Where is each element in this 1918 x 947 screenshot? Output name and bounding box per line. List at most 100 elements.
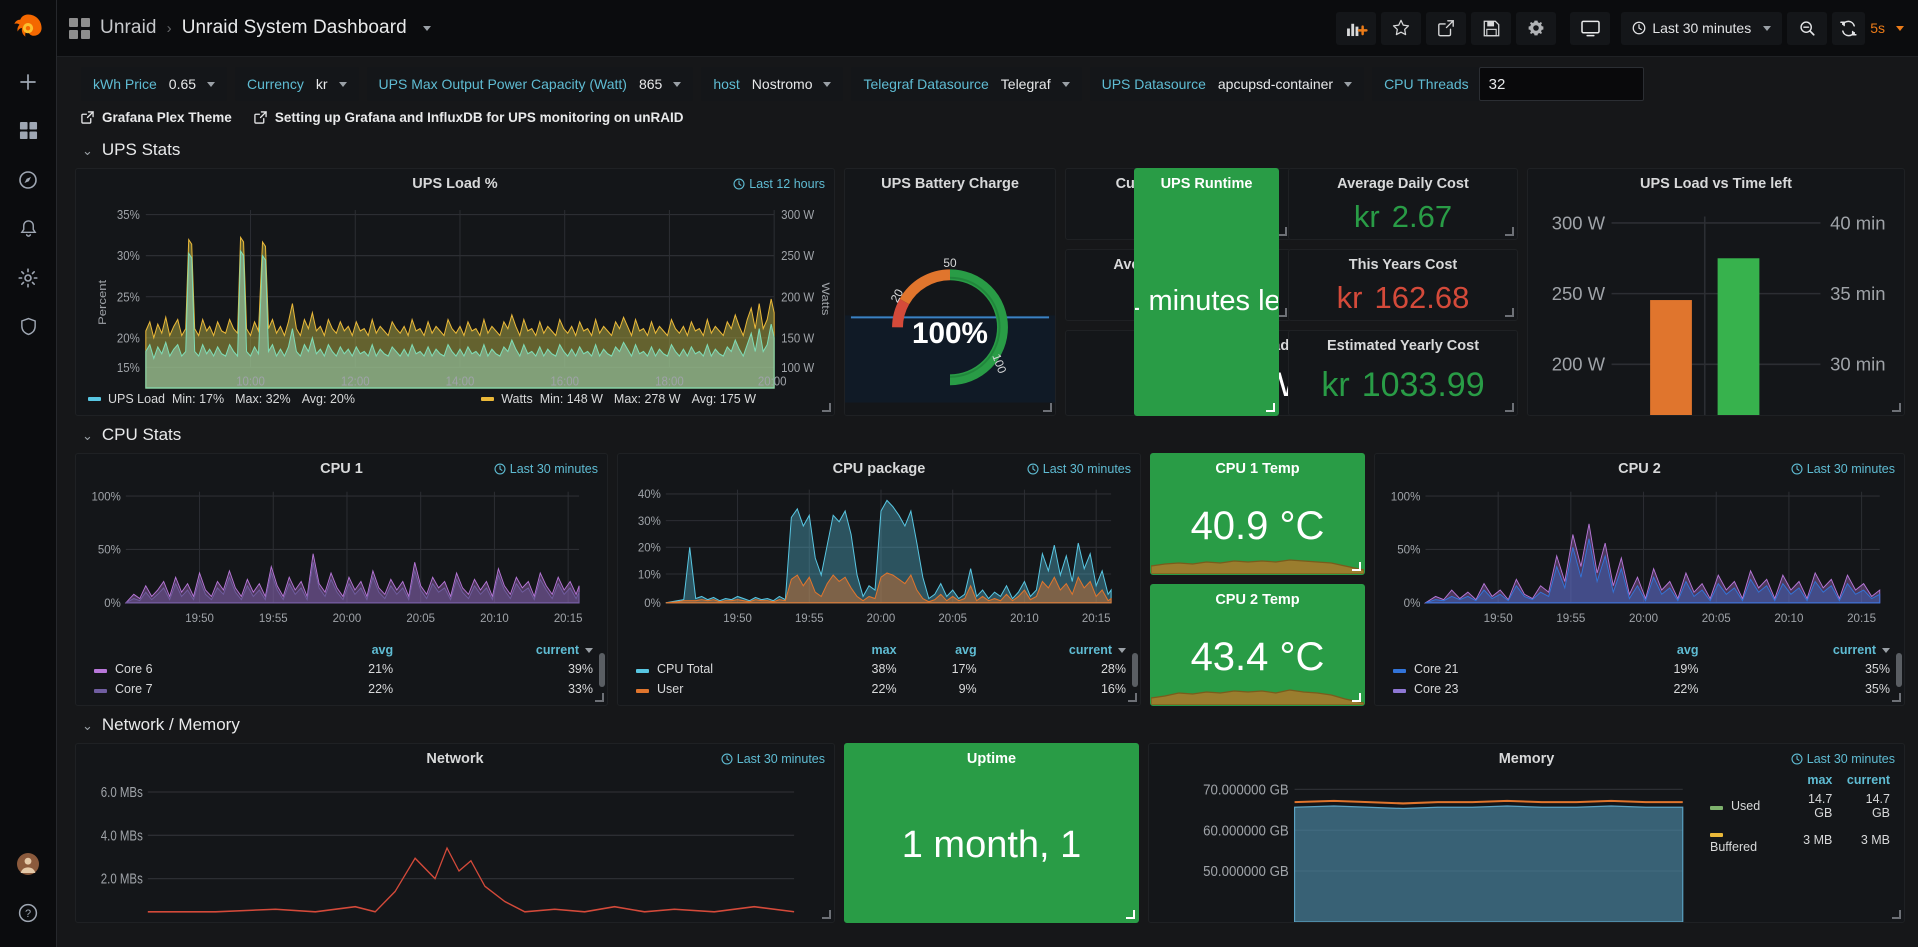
panel-average-daily-cost[interactable]: Average Daily Cost kr 2.67	[1288, 168, 1518, 240]
panel-estimated-yearly-cost[interactable]: Estimated Yearly Cost kr 1033.99	[1288, 330, 1518, 416]
panel-ups-load-percent[interactable]: UPS Load % Last 12 hours	[75, 168, 835, 416]
chevron-down-icon: ⌄	[82, 427, 93, 443]
legend-item-watts[interactable]: Watts Min: 148 W Max: 278 W Avg: 175 W	[481, 392, 756, 406]
panel-ups-battery-charge[interactable]: UPS Battery Charge 50 20 100 100%	[844, 168, 1056, 416]
help-icon[interactable]: ?	[0, 888, 57, 937]
ups-load-chart[interactable]: 35% 30% 25% 20% 15% Percent 300 W 250 W …	[76, 194, 834, 389]
legend-header-avg[interactable]: avg	[371, 643, 394, 657]
cpu2-chart[interactable]: 100% 50% 0% 19:50 19:55 20:00 20:05 20:1…	[1375, 479, 1904, 637]
star-button[interactable]	[1381, 11, 1422, 45]
row-ups-stats[interactable]: ⌄ UPS Stats	[57, 131, 1918, 168]
grafana-logo[interactable]	[0, 0, 57, 57]
chevron-down-icon[interactable]	[422, 25, 431, 31]
legend-item-ups-load[interactable]: UPS Load Min: 17% Max: 32% Avg: 20%	[88, 392, 355, 406]
variable-value[interactable]: Nostromo	[752, 76, 832, 92]
panel-time-override[interactable]: Last 30 minutes	[1027, 462, 1131, 476]
legend-header-max[interactable]: max	[871, 643, 897, 657]
legend-row[interactable]: Used 14.7 GB 14.7 GB	[1704, 789, 1896, 823]
panel-time-override[interactable]: Last 12 hours	[733, 177, 825, 191]
legend-row[interactable]: Core 7 22% 33%	[88, 679, 599, 699]
panel-network[interactable]: Network Last 30 minutes 6.0 MBs 4.0 MBs …	[75, 743, 835, 923]
panel-time-override[interactable]: Last 30 minutes	[1791, 752, 1895, 766]
save-button[interactable]	[1471, 11, 1512, 45]
sidebar-item-create[interactable]	[0, 57, 57, 106]
legend-header-current[interactable]: current	[983, 641, 1132, 659]
ups-load-vs-time-chart[interactable]: 300 W 250 W 200 W 150 W 40 min 35 min 30…	[1528, 194, 1904, 415]
network-chart[interactable]: 6.0 MBs 4.0 MBs 2.0 MBs	[76, 769, 834, 922]
legend-header-current[interactable]: current	[1704, 641, 1896, 659]
legend-header-avg[interactable]: avg	[1676, 643, 1699, 657]
legend-header-max[interactable]: max	[1807, 773, 1833, 787]
legend-scrollbar[interactable]	[1896, 653, 1902, 687]
variable-value[interactable]: Telegraf	[1001, 76, 1070, 92]
legend-scrollbar[interactable]	[599, 653, 605, 687]
sidebar-item-explore[interactable]	[0, 155, 57, 204]
sidebar-item-configuration[interactable]	[0, 253, 57, 302]
panel-cpu-2[interactable]: CPU 2 Last 30 minutes 100% 50%	[1374, 453, 1905, 706]
panel-cpu-2-temp[interactable]: CPU 2 Temp 43.4 °C	[1150, 584, 1365, 706]
ups-monitoring-guide-link[interactable]: Setting up Grafana and InfluxDB for UPS …	[254, 110, 684, 125]
grafana-plex-theme-link[interactable]: Grafana Plex Theme	[81, 110, 232, 125]
user-avatar[interactable]	[0, 839, 57, 888]
variable-value[interactable]: apcupsd-container	[1218, 76, 1353, 92]
panel-time-override[interactable]: Last 30 minutes	[721, 752, 825, 766]
legend-header-current[interactable]: current	[1846, 773, 1890, 787]
refresh-button[interactable]	[1832, 11, 1866, 45]
page-title[interactable]: Unraid System Dashboard	[181, 17, 407, 38]
variable-ups-datasource[interactable]: UPS Datasource apcupsd-container	[1089, 67, 1365, 101]
sidebar-item-dashboards[interactable]	[0, 106, 57, 155]
row-network-memory[interactable]: ⌄ Network / Memory	[57, 706, 1918, 743]
panel-time-override[interactable]: Last 30 minutes	[494, 462, 598, 476]
panel-this-years-cost[interactable]: This Years Cost kr 162.68	[1288, 249, 1518, 321]
time-range-picker[interactable]: Last 30 minutes	[1621, 11, 1783, 45]
zoom-out-time-button[interactable]	[1787, 11, 1828, 45]
panel-memory[interactable]: Memory Last 30 minutes 70.000000 GB 60.0…	[1148, 743, 1905, 923]
sidebar-item-alerting[interactable]	[0, 204, 57, 253]
panel-cpu-1-temp[interactable]: CPU 1 Temp 40.9 °C	[1150, 453, 1365, 575]
panel-ups-runtime[interactable]: UPS Runtime 31 minutes left!	[1134, 168, 1279, 416]
memory-chart[interactable]: 70.000000 GB 60.000000 GB 50.000000 GB	[1149, 769, 1692, 922]
variable-host[interactable]: host Nostromo	[701, 67, 844, 101]
legend-header-avg[interactable]: avg	[955, 643, 977, 657]
legend-row[interactable]: Buffered 3 MB 3 MB	[1704, 823, 1896, 857]
add-panel-button[interactable]	[1336, 11, 1377, 45]
currency-unit: kr	[1353, 198, 1380, 234]
panel-uptime[interactable]: Uptime 1 month, 1	[844, 743, 1139, 923]
variable-telegraf-datasource[interactable]: Telegraf Datasource Telegraf	[851, 67, 1082, 101]
settings-button[interactable]	[1516, 11, 1557, 45]
legend-header-current[interactable]: current	[399, 641, 599, 659]
refresh-interval-label[interactable]: 5s	[1870, 20, 1885, 36]
panel-cpu-1[interactable]: CPU 1 Last 30 minutes 100% 50%	[75, 453, 608, 706]
variable-value[interactable]: 865	[639, 76, 682, 92]
legend-row[interactable]: Core 6 21% 39%	[88, 659, 599, 679]
panel-ups-load-vs-time-left[interactable]: UPS Load vs Time left 300 W 250 W 200 W …	[1527, 168, 1905, 416]
tv-mode-button[interactable]	[1570, 11, 1611, 45]
variable-currency[interactable]: Currency kr	[235, 67, 359, 101]
panel-cpu-package[interactable]: CPU package Last 30 minutes	[617, 453, 1141, 706]
variable-ups-max-output-power-capacity[interactable]: UPS Max Output Power Capacity (Watt) 865	[366, 67, 694, 101]
battery-charge-gauge[interactable]: 50 20 100 100%	[845, 194, 1055, 415]
cpu1-chart[interactable]: 100% 50% 0% 19:50 19:55 20:00 20:05 20:1…	[76, 479, 607, 637]
breadcrumb-folder[interactable]: Unraid	[100, 17, 157, 38]
cpu1-legend: avg current Core 6 21% 39% Core 7 2	[76, 637, 607, 705]
legend-value-current: 33%	[567, 682, 593, 696]
svg-text:20:15: 20:15	[1082, 611, 1111, 625]
cpu-threads-input[interactable]	[1478, 67, 1644, 101]
row-cpu-stats[interactable]: ⌄ CPU Stats	[57, 416, 1918, 453]
chevron-down-icon[interactable]	[1896, 25, 1904, 31]
variable-value[interactable]: kr	[316, 76, 347, 92]
variable-cpu-threads[interactable]: CPU Threads	[1372, 67, 1644, 101]
cpu-package-chart[interactable]: 40% 30% 20% 10% 0% 19:50 19:55 20:00 20:…	[618, 479, 1140, 637]
legend-row[interactable]: CPU Total 38% 17% 28%	[630, 659, 1132, 679]
legend-row[interactable]: Core 23 22% 35%	[1387, 679, 1896, 699]
share-button[interactable]	[1426, 11, 1467, 45]
panel-time-override[interactable]: Last 30 minutes	[1791, 462, 1895, 476]
variable-value[interactable]: 0.65	[169, 76, 216, 92]
legend-scrollbar[interactable]	[1132, 653, 1138, 687]
row-title: CPU Stats	[101, 425, 182, 444]
legend-row[interactable]: Core 21 19% 35%	[1387, 659, 1896, 679]
variable-kwh-price[interactable]: kWh Price 0.65	[81, 67, 228, 101]
svg-text:20:00: 20:00	[1629, 611, 1658, 625]
legend-row[interactable]: User 22% 9% 16%	[630, 679, 1132, 699]
sidebar-item-server-admin[interactable]	[0, 302, 57, 351]
